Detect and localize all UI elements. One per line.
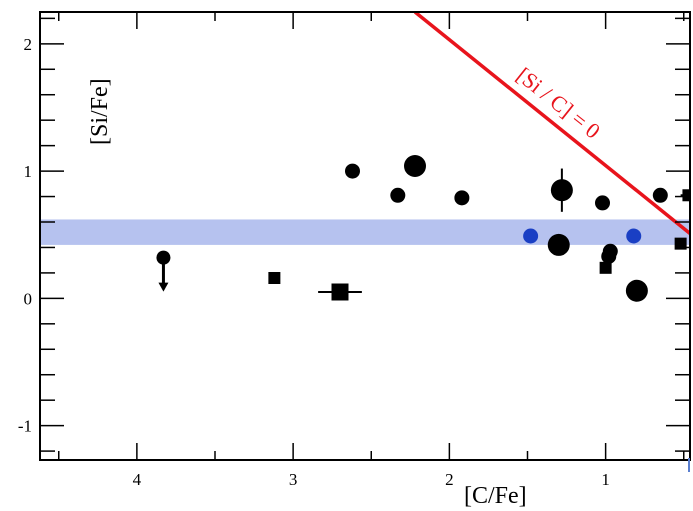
data-point — [625, 279, 648, 302]
y-tick-label: 0 — [24, 289, 33, 308]
data-point — [454, 190, 470, 206]
data-point — [523, 228, 539, 244]
upper-limit-arrowhead — [158, 282, 169, 292]
data-point — [652, 187, 668, 203]
data-point — [550, 179, 573, 202]
y-tick-label: -1 — [18, 417, 32, 436]
data-point-square — [674, 237, 687, 250]
x-tick-label: 2 — [445, 470, 454, 489]
y-tick-label: 2 — [24, 35, 33, 54]
data-point-square — [268, 272, 281, 284]
reference-line — [413, 12, 690, 235]
data-point — [626, 228, 642, 244]
solar-ratio-band — [40, 219, 690, 245]
data-point — [345, 163, 360, 179]
x-tick-label: 1 — [601, 470, 610, 489]
data-point — [601, 248, 617, 264]
x-tick-label: 3 — [289, 470, 298, 489]
x-tick-label: 4 — [133, 470, 142, 489]
data-point — [390, 187, 406, 203]
data-point — [547, 233, 570, 256]
data-point — [595, 195, 610, 211]
data-point-square — [331, 283, 349, 301]
data-point-square — [599, 261, 612, 274]
data-point — [404, 155, 426, 177]
right-edge-marker — [688, 458, 690, 472]
y-tick-label: 1 — [24, 162, 33, 181]
x-axis-title: [C/Fe] — [464, 483, 527, 509]
y-axis-title: [Si/Fe] — [87, 78, 113, 145]
data-point-square — [682, 189, 690, 202]
plot-frame — [39, 11, 691, 461]
